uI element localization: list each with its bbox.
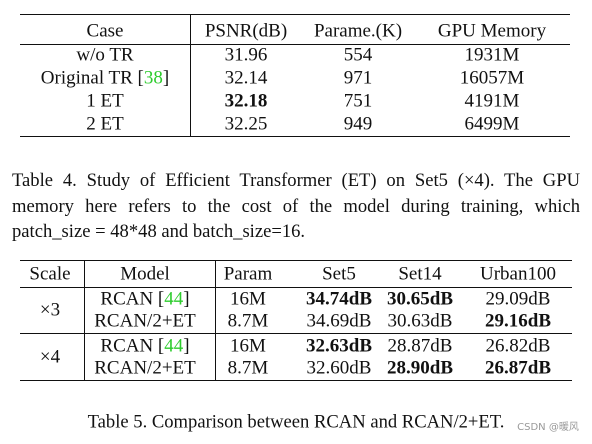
cell: Model	[120, 263, 170, 285]
divider	[84, 261, 85, 380]
cell: 32.14	[224, 67, 268, 89]
rule	[20, 380, 572, 382]
watermark: CSDN @暖风	[517, 422, 579, 433]
text: RCAN [	[100, 288, 165, 310]
cell: Set5	[322, 263, 356, 285]
cell: 16M	[230, 288, 266, 310]
cell: 751	[343, 90, 373, 112]
caption: Table 4. Study of Efficient Transformer …	[12, 170, 580, 242]
rule	[20, 14, 570, 16]
cell: 949	[343, 113, 373, 135]
divider	[190, 15, 191, 136]
rule	[20, 287, 572, 288]
cell: 16M	[230, 335, 266, 357]
text: Original TR [	[40, 67, 144, 89]
cell: 30.63dB	[387, 310, 453, 332]
cell: Parame.(K)	[313, 20, 403, 42]
cell: RCAN [44]	[100, 290, 189, 309]
cell: 30.65dB	[387, 288, 453, 310]
cell: RCAN/2+ET	[94, 310, 196, 332]
cell: 32.25	[224, 113, 268, 135]
cell: 16057M	[459, 67, 525, 89]
cell: PSNR(dB)	[204, 20, 288, 42]
cell: 26.82dB	[485, 335, 551, 357]
cell: 29.16dB	[485, 310, 551, 332]
cell: 8.7M	[227, 357, 269, 379]
divider	[215, 261, 216, 380]
cell: Set14	[398, 263, 442, 285]
cell: 34.74dB	[306, 288, 372, 310]
cell: 1931M	[464, 44, 520, 66]
cell: ×4	[39, 346, 61, 368]
text: RCAN [	[100, 335, 165, 357]
citation: 38	[143, 67, 163, 89]
cell: 28.90dB	[387, 357, 453, 379]
rule	[20, 44, 570, 45]
cell: 971	[343, 67, 373, 89]
rule	[20, 136, 570, 138]
cell: RCAN [44]	[100, 337, 189, 356]
cell: 1 ET	[86, 90, 124, 112]
cell: Scale	[29, 263, 71, 285]
cell: 28.87dB	[387, 335, 453, 357]
cell: 554	[343, 44, 373, 66]
citation: 44	[164, 288, 184, 310]
cell: 2 ET	[86, 113, 124, 135]
citation: 44	[164, 335, 184, 357]
cell: 31.96	[224, 44, 268, 66]
cell: 34.69dB	[306, 310, 372, 332]
rule	[20, 333, 572, 334]
cell: Case	[86, 20, 124, 42]
text: ]	[162, 67, 170, 89]
text: ]	[183, 335, 190, 357]
rule	[20, 260, 572, 262]
cell: GPU Memory	[437, 20, 547, 42]
cell: 6499M	[464, 113, 520, 135]
cell: 26.87dB	[485, 357, 551, 379]
cell: Param	[223, 263, 273, 285]
cell: 32.60dB	[306, 357, 372, 379]
cell: Urban100	[480, 263, 556, 285]
caption: Table 5. Comparison between RCAN and RCA…	[87, 411, 505, 433]
cell: w/o TR	[76, 44, 134, 66]
cell: RCAN/2+ET	[94, 357, 196, 379]
cell: Original TR [38]	[41, 69, 169, 88]
cell: 32.63dB	[306, 335, 372, 357]
cell: 29.09dB	[485, 288, 551, 310]
text: ]	[183, 288, 190, 310]
cell: 8.7M	[227, 310, 269, 332]
cell: 4191M	[464, 90, 520, 112]
cell: 32.18	[224, 90, 268, 112]
cell: ×3	[39, 299, 61, 321]
